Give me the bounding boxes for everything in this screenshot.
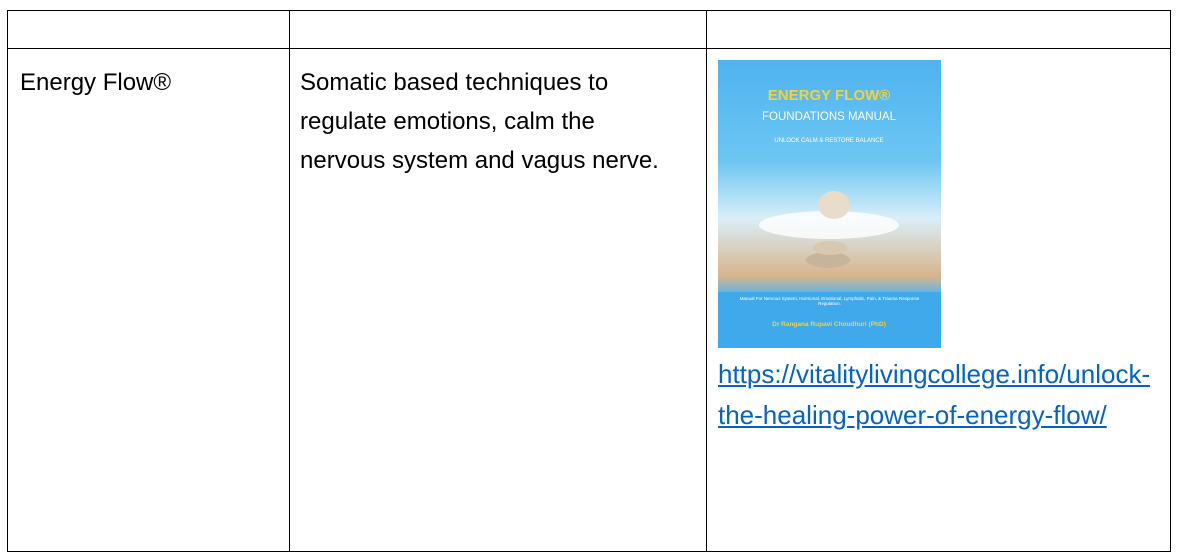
cover-tagline: UNLOCK CALM & RESTORE BALANCE bbox=[774, 138, 883, 144]
cover-description: Manual For Nervous System, Hormonal, Emo… bbox=[738, 296, 921, 306]
border bbox=[1170, 10, 1171, 552]
border bbox=[7, 48, 1171, 49]
border bbox=[706, 10, 707, 552]
cover-author: Dr Rangana Rupavi Choudhuri (PhD) bbox=[772, 321, 886, 328]
link-cell: https://vitalitylivingcollege.info/unloc… bbox=[718, 354, 1163, 436]
page: Energy Flow® Somatic based techniques to… bbox=[0, 0, 1178, 559]
cover-subtitle: FOUNDATIONS MANUAL bbox=[762, 111, 897, 123]
border bbox=[7, 10, 1171, 11]
cover-title: ENERGY FLOW® bbox=[768, 87, 890, 104]
book-cover: ENERGY FLOW® FOUNDATIONS MANUAL UNLOCK C… bbox=[718, 60, 941, 348]
border bbox=[7, 551, 1171, 552]
cell-text: Energy Flow® bbox=[20, 63, 282, 102]
border bbox=[289, 10, 290, 552]
link[interactable]: https://vitalitylivingcollege.info/unloc… bbox=[718, 359, 1150, 430]
border bbox=[7, 10, 8, 552]
cell-text: Somatic based techniques to regulate emo… bbox=[300, 63, 670, 180]
